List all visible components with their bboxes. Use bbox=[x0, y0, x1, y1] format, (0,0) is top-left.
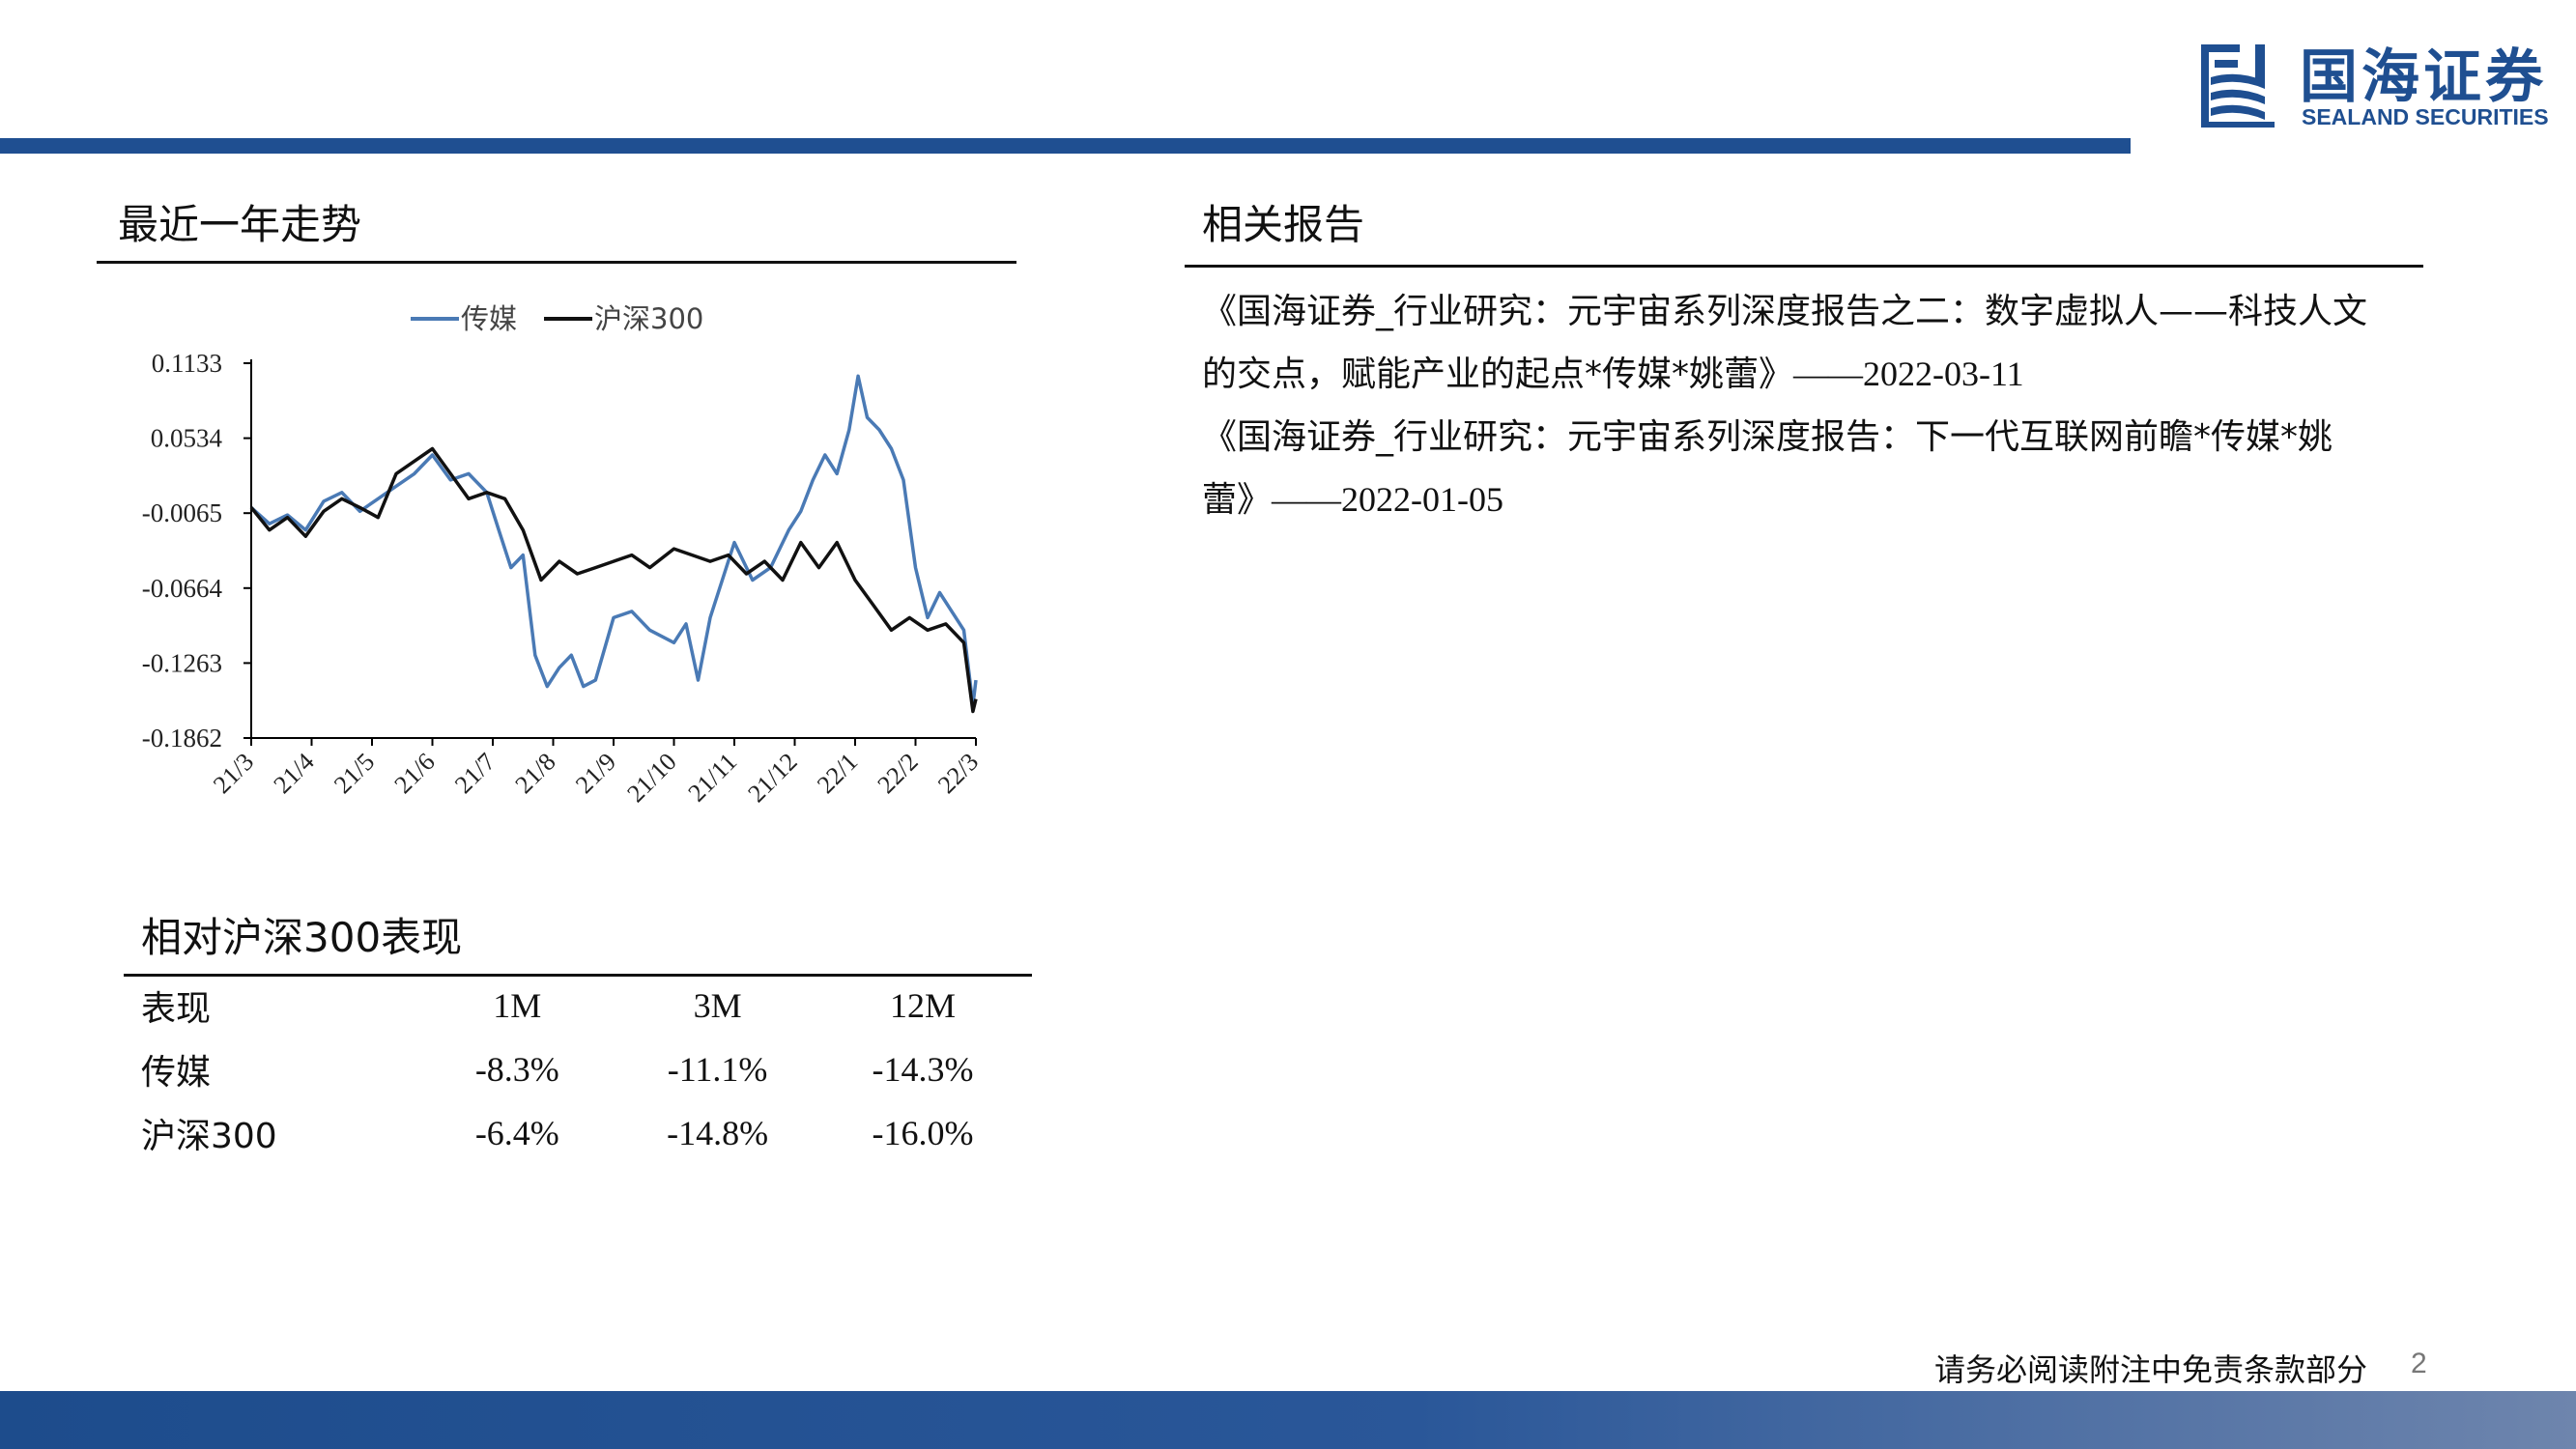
cell-3m: -14.8% bbox=[600, 1101, 835, 1165]
related-section-title: 相关报告 bbox=[1202, 201, 1364, 249]
trend-title-rule bbox=[97, 261, 1016, 264]
header-cell: 1M bbox=[434, 974, 600, 1037]
page-number: 2 bbox=[2411, 1348, 2427, 1380]
report-title-line: 的交点，赋能产业的起点*传媒*姚蕾》 bbox=[1202, 355, 1793, 394]
header-accent-bar bbox=[0, 138, 2131, 154]
trend-chart-svg: 0.1133 0.0534 -0.0065 -0.0664 -0.1263 -0.1862… bbox=[106, 288, 1015, 848]
table-header-row: 表现 1M 3M 12M bbox=[141, 974, 1011, 1037]
x-tick-label: 21/6 bbox=[389, 748, 441, 799]
row-label: 沪深300 bbox=[141, 1101, 434, 1165]
brand-logo: 国海证券 SEALAND SECURITIES bbox=[2201, 43, 2559, 139]
x-tick-label: 21/11 bbox=[683, 748, 743, 808]
header-cell: 表现 bbox=[141, 974, 434, 1037]
table-row: 沪深300 -6.4% -14.8% -16.0% bbox=[141, 1101, 1011, 1165]
x-tick-label: 22/1 bbox=[812, 748, 863, 799]
y-tick-label: -0.0065 bbox=[142, 498, 222, 527]
header-cell: 12M bbox=[835, 974, 1011, 1037]
cell-12m: -16.0% bbox=[835, 1101, 1011, 1165]
x-tick-label: 21/5 bbox=[329, 748, 380, 799]
report-date: ——2022-03-11 bbox=[1793, 355, 2024, 393]
cell-1m: -6.4% bbox=[434, 1101, 600, 1165]
cell-3m: -11.1% bbox=[600, 1037, 835, 1101]
y-tick-label: -0.0664 bbox=[142, 574, 223, 603]
related-report-item[interactable]: 《国海证券_行业研究：元宇宙系列深度报告之二：数字虚拟人——科技人文 的交点，赋… bbox=[1202, 280, 2419, 406]
footer-accent-bar bbox=[0, 1391, 2576, 1449]
legend-label: 沪深300 bbox=[594, 302, 703, 335]
y-tick-label: -0.1263 bbox=[142, 648, 222, 677]
brand-name-en: SEALAND SECURITIES bbox=[2302, 104, 2549, 130]
x-tick-label: 21/9 bbox=[570, 748, 621, 799]
relative-section-title: 相对沪深300表现 bbox=[141, 914, 462, 962]
x-tick-label: 21/7 bbox=[449, 748, 501, 799]
x-tick-label: 21/10 bbox=[621, 748, 681, 808]
cell-12m: -14.3% bbox=[835, 1037, 1011, 1101]
relative-performance-table: 表现 1M 3M 12M 传媒 -8.3% -11.1% -14.3% 沪深30… bbox=[141, 974, 1011, 1165]
x-tick-label: 21/12 bbox=[742, 748, 802, 808]
x-tick-label: 22/2 bbox=[873, 748, 924, 799]
y-tick-label: 0.1133 bbox=[152, 349, 222, 378]
related-title-rule bbox=[1185, 265, 2423, 268]
trend-section-title: 最近一年走势 bbox=[118, 201, 361, 249]
trend-chart: 0.1133 0.0534 -0.0065 -0.0664 -0.1263 -0.1862… bbox=[106, 288, 1015, 848]
series-line bbox=[251, 376, 976, 705]
disclaimer-text: 请务必阅读附注中免责条款部分 bbox=[1934, 1346, 2367, 1390]
series-line bbox=[251, 449, 976, 712]
related-report-item[interactable]: 《国海证券_行业研究：元宇宙系列深度报告：下一代互联网前瞻*传媒*姚 蕾》——2… bbox=[1202, 406, 2419, 531]
legend-label: 传媒 bbox=[461, 302, 517, 335]
report-title-line: 蕾》 bbox=[1202, 480, 1272, 520]
table-row: 传媒 -8.3% -11.1% -14.3% bbox=[141, 1037, 1011, 1101]
x-tick-label: 21/3 bbox=[208, 748, 259, 799]
brand-name-cn: 国海证券 bbox=[2300, 43, 2547, 112]
x-tick-label: 21/4 bbox=[269, 748, 320, 799]
report-date: ——2022-01-05 bbox=[1272, 480, 1503, 519]
y-tick-label: -0.1862 bbox=[142, 724, 222, 753]
cell-1m: -8.3% bbox=[434, 1037, 600, 1101]
x-tick-label: 22/3 bbox=[932, 748, 984, 799]
row-label: 传媒 bbox=[141, 1037, 434, 1101]
header-cell: 3M bbox=[600, 974, 835, 1037]
y-tick-label: 0.0534 bbox=[151, 424, 223, 453]
report-title-line: 《国海证券_行业研究：元宇宙系列深度报告：下一代互联网前瞻*传媒*姚 bbox=[1202, 406, 2419, 469]
x-tick-label: 21/8 bbox=[510, 748, 561, 799]
sealand-logo-icon bbox=[2201, 43, 2275, 129]
report-title-line: 《国海证券_行业研究：元宇宙系列深度报告之二：数字虚拟人——科技人文 bbox=[1202, 280, 2419, 343]
